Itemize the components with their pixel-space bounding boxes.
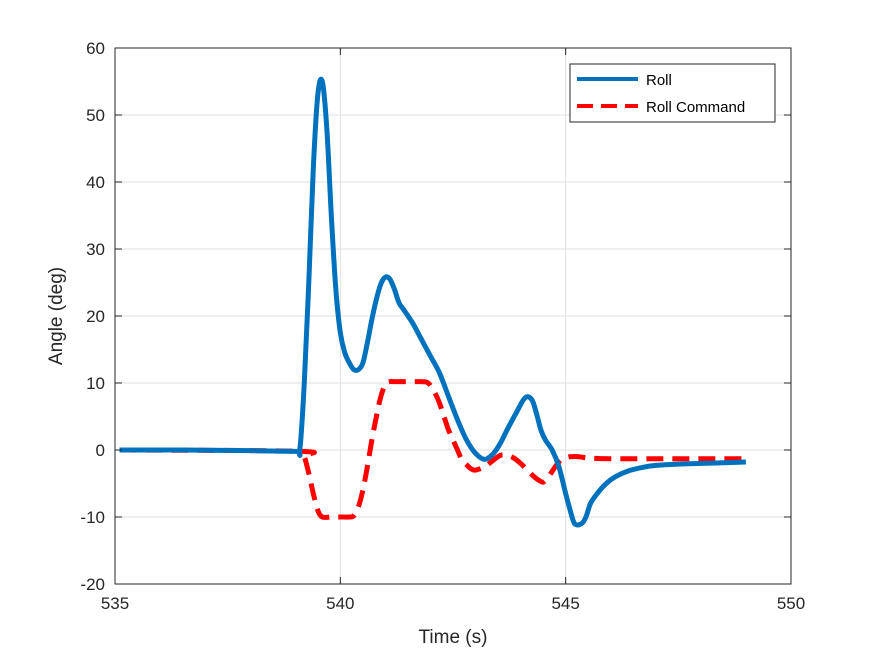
legend-label-roll-command: Roll Command: [646, 99, 745, 116]
legend-label-roll: Roll: [646, 72, 672, 89]
y-tick-label: -10: [80, 508, 105, 527]
series-line-roll: [119, 76, 747, 528]
y-axis-label: Angle (deg): [46, 267, 67, 365]
x-tick-label: 535: [101, 594, 129, 613]
y-tick-label: 10: [86, 374, 105, 393]
y-tick-label: 20: [86, 307, 105, 326]
legend-box: [569, 63, 776, 123]
series-line-roll-command: [119, 378, 746, 520]
x-tick-label: 550: [777, 594, 805, 613]
y-tick-label: 30: [86, 240, 105, 259]
grid: [115, 48, 791, 584]
y-tick-label: 0: [96, 441, 105, 460]
legend: Roll Roll Command: [569, 63, 776, 123]
y-tick-label: 40: [86, 173, 105, 192]
x-tick-label: 540: [326, 594, 354, 613]
y-tick-label: 60: [86, 39, 105, 58]
axis-ticks: 535 540 545 550 -20 -10 0 10 20 30 40 50 60: [80, 39, 805, 613]
x-tick-label: 545: [551, 594, 579, 613]
x-axis-label: Time (s): [419, 627, 488, 648]
series-group: [119, 76, 747, 528]
y-tick-label: -20: [80, 575, 105, 594]
y-tick-label: 50: [86, 106, 105, 125]
